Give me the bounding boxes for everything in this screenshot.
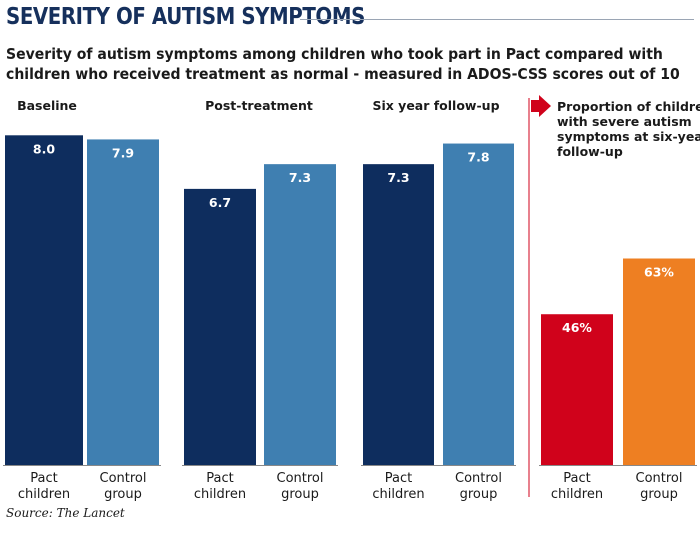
category-label-line2: group: [640, 487, 678, 502]
bar-value-label: 7.3: [387, 170, 409, 185]
category-label-line1: Pact: [385, 471, 412, 486]
chart-title: SEVERITY OF AUTISM SYMPTOMS: [6, 4, 365, 30]
bar-pact: [184, 188, 256, 465]
category-label-line1: Control: [455, 471, 502, 486]
category-label-line2: children: [18, 487, 70, 502]
panel-title-line: symptoms at six-year: [557, 129, 700, 144]
panel-title-line: Proportion of children: [557, 99, 700, 114]
bar-pact: [363, 164, 434, 465]
panel-title: Post-treatment: [205, 98, 313, 113]
category-label-line2: group: [460, 487, 498, 502]
category-label-line2: group: [281, 487, 319, 502]
source-name: The Lancet: [56, 506, 125, 520]
bar-value-label: 7.8: [467, 150, 489, 165]
category-label-line1: Control: [277, 471, 324, 486]
bar-value-label: 8.0: [33, 141, 55, 156]
bar-value-label: 7.3: [289, 170, 311, 185]
source-note: Source: The Lancet: [6, 506, 125, 520]
arrow-icon: [531, 95, 551, 117]
panel-title-line: with severe autism: [557, 114, 692, 129]
chart-subtitle: Severity of autism symptoms among childr…: [6, 45, 680, 83]
title-rule: [300, 19, 694, 20]
bar-control: [623, 258, 695, 465]
panel-title: Baseline: [17, 98, 77, 113]
bar-value-label: 46%: [562, 320, 592, 335]
category-label-line1: Pact: [30, 471, 57, 486]
category-label-line1: Control: [636, 471, 683, 486]
category-label-line1: Control: [100, 471, 147, 486]
category-label-line1: Pact: [206, 471, 233, 486]
category-label-line2: group: [104, 487, 142, 502]
bar-control: [443, 143, 514, 465]
category-label-line2: children: [194, 487, 246, 502]
panel-title-line: follow-up: [557, 144, 623, 159]
bar-control: [264, 164, 336, 465]
bar-pact: [541, 314, 613, 465]
bar-value-label: 7.9: [112, 145, 134, 160]
category-label-line2: children: [372, 487, 424, 502]
bar-pact: [5, 135, 83, 465]
category-label-line1: Pact: [563, 471, 590, 486]
source-label: Source:: [6, 506, 53, 520]
panel-title: Six year follow-up: [372, 98, 499, 113]
category-label-line2: children: [551, 487, 603, 502]
bar-value-label: 6.7: [209, 195, 231, 210]
bar-value-label: 63%: [644, 265, 674, 280]
bar-control: [87, 139, 159, 465]
